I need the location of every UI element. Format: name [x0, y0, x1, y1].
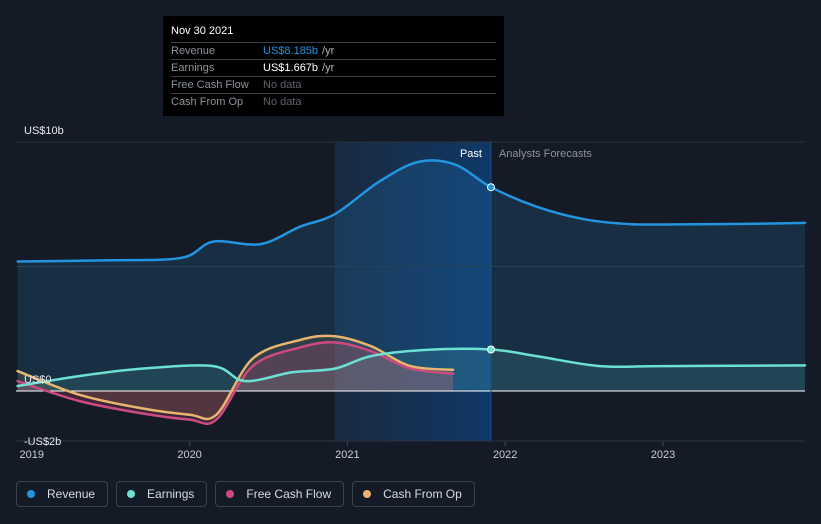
tooltip-label: Earnings: [171, 62, 215, 74]
tooltip-row-cfo: Cash From Op No data: [171, 93, 496, 110]
series-area-free-cash-flow: [17, 342, 454, 424]
tooltip-label: Free Cash Flow: [171, 79, 249, 91]
tooltip-unit: /yr: [322, 62, 335, 74]
marker-earnings: [486, 345, 495, 354]
legend-label: Earnings: [147, 487, 195, 501]
chart-canvas: Past Analysts ForecastsUS$10bUS$0-US$2b20…: [16, 125, 807, 461]
tooltip-value: No data: [263, 79, 302, 91]
tooltip-value: US$1.667b: [263, 62, 319, 74]
x-tick-label: 2021: [335, 449, 359, 461]
tooltip-label: Cash From Op: [171, 96, 244, 108]
tooltip-row-revenue: Revenue US$8.185b /yr: [171, 42, 496, 59]
past-label: Past: [460, 148, 482, 160]
tooltip-row-fcf: Free Cash Flow No data: [171, 76, 496, 93]
series-line-cash-from-op: [16, 334, 455, 421]
legend-item-free-cash-flow[interactable]: Free Cash Flow: [215, 481, 345, 507]
legend-item-cash-from-op[interactable]: Cash From Op: [352, 481, 475, 507]
series-line-earnings: [16, 347, 807, 388]
legend-label: Cash From Op: [383, 487, 462, 501]
earnings-dot-icon: [127, 490, 136, 498]
series-line-revenue: [16, 159, 807, 263]
y-tick-label: US$0: [24, 374, 52, 386]
x-tick-label: 2020: [177, 449, 201, 461]
legend-label: Free Cash Flow: [246, 487, 332, 501]
series-area-cash-from-op: [17, 335, 454, 420]
x-tick-label: 2019: [20, 449, 44, 461]
tooltip-unit: /yr: [322, 45, 335, 57]
free-cash-flow-dot-icon: [226, 490, 235, 498]
cash-from-op-dot-icon: [363, 490, 372, 498]
tooltip: Nov 30 2021 Revenue US$8.185b /yr Earnin…: [163, 16, 504, 116]
tooltip-date: Nov 30 2021: [171, 25, 234, 37]
legend-item-revenue[interactable]: Revenue: [16, 481, 109, 507]
y-tick-label: -US$2b: [24, 436, 61, 448]
x-tick-label: 2023: [651, 449, 675, 461]
legend-item-earnings[interactable]: Earnings: [116, 481, 208, 507]
marker-revenue: [486, 183, 495, 192]
tooltip-value: No data: [263, 96, 302, 108]
analysts-forecasts-label: Analysts Forecasts: [499, 148, 592, 160]
revenue-dot-icon: [27, 490, 35, 498]
tooltip-row-earnings: Earnings US$1.667b /yr: [171, 59, 496, 76]
legend: Revenue Earnings Free Cash Flow Cash Fro…: [16, 481, 475, 507]
tooltip-value: US$8.185b: [263, 45, 319, 57]
tooltip-label: Revenue: [171, 45, 216, 57]
series-area-revenue: [17, 160, 806, 391]
legend-label: Revenue: [47, 487, 96, 501]
y-tick-label: US$10b: [24, 125, 64, 137]
x-tick-label: 2022: [493, 449, 517, 461]
